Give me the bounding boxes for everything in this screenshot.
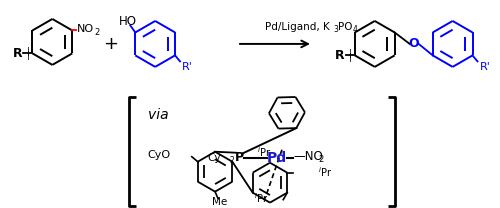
Text: P: P (234, 151, 244, 164)
Text: 2: 2 (94, 28, 100, 37)
Text: |: | (350, 53, 352, 62)
Text: |: | (27, 51, 30, 60)
Text: —NO: —NO (294, 150, 324, 163)
Text: |: | (350, 49, 352, 58)
Text: via: via (148, 108, 169, 122)
Text: +: + (103, 35, 118, 53)
Text: CyO: CyO (147, 150, 170, 160)
Text: $^i$Pr: $^i$Pr (318, 165, 332, 179)
Text: R: R (13, 47, 22, 60)
Text: O: O (408, 37, 419, 50)
Text: Me: Me (212, 197, 228, 207)
Text: $^i$Pr: $^i$Pr (254, 191, 268, 204)
Text: Pd: Pd (267, 151, 287, 165)
Text: 4: 4 (353, 25, 358, 35)
Text: R': R' (182, 62, 193, 72)
Text: Cy: Cy (208, 153, 221, 163)
Text: $^i$Pr: $^i$Pr (257, 145, 271, 159)
Text: Pd/Ligand, K: Pd/Ligand, K (265, 22, 330, 32)
Text: HO: HO (120, 15, 138, 28)
Text: NO: NO (77, 25, 94, 35)
Text: 3: 3 (334, 25, 338, 35)
Text: R': R' (480, 62, 490, 72)
Text: |: | (27, 47, 30, 56)
Text: R: R (336, 49, 345, 62)
Text: 2: 2 (319, 155, 324, 164)
Text: 2: 2 (230, 156, 234, 165)
Text: PO: PO (338, 22, 352, 32)
